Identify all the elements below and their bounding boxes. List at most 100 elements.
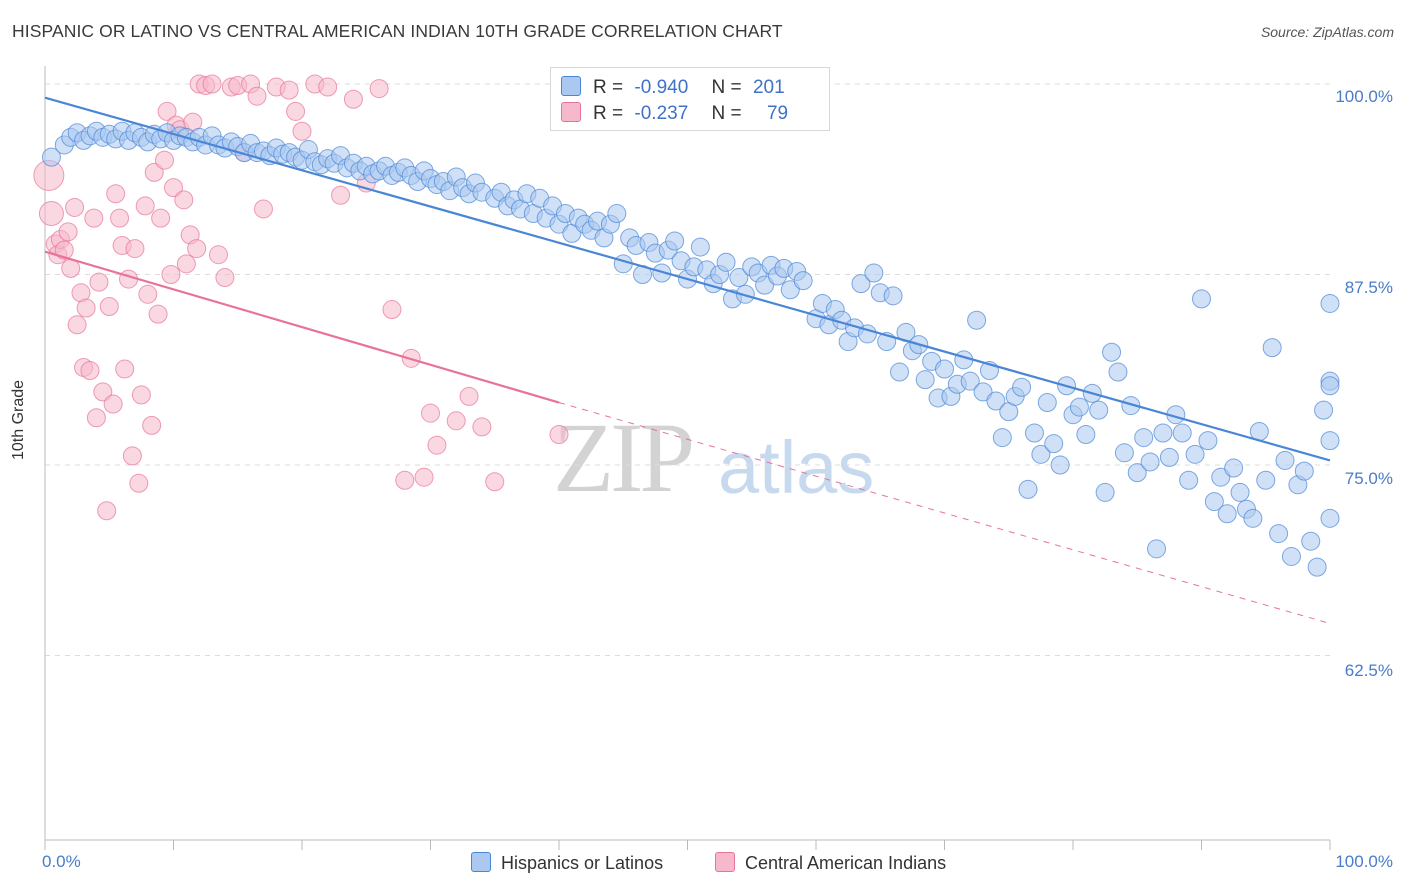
blue-point [1301,531,1321,551]
blue-point [1211,467,1231,487]
blue-point [1127,463,1147,483]
pink-point [446,411,466,431]
blue-point [1102,342,1122,362]
pink-point [427,435,447,455]
pink-point [382,300,402,320]
blue-point [1192,289,1211,309]
blue-point [1320,431,1340,451]
pink-point [187,239,207,259]
blue-point [1269,524,1289,544]
blue-point [1134,428,1154,448]
blue-point [793,271,813,291]
blue-point [1108,362,1128,382]
n-value: 201 [752,77,785,98]
pink-point [164,178,183,198]
blue-point [780,280,800,300]
y-tick-label: 87.5% [1344,278,1393,297]
blue-point [967,310,987,330]
blue-point [1153,423,1173,443]
r-label: R = [593,103,624,124]
pink-point [103,394,123,414]
blue-point [1095,482,1115,502]
blue-point [1262,338,1282,358]
pink-point [65,197,85,217]
pink-point [331,185,351,205]
pink-point [122,446,142,466]
pink-point [115,359,135,379]
pink-point [86,408,106,428]
stats-box: R = -0.940 N = 201 R = -0.237 N = 79 [550,67,830,131]
pink-point [54,240,74,260]
watermark-zip: ZIP [553,402,695,513]
legend-label: Central American Indians [745,853,947,873]
pink-point [472,417,492,437]
grid-lines [45,83,1330,656]
pink-point [279,80,299,100]
y-axis-label: 10th Grade [10,379,27,460]
blue-point [1179,470,1199,490]
pink-point [176,254,196,274]
blue-point [1172,423,1192,443]
stats-row-blue: R = -0.940 N = 201 [561,76,785,100]
blue-point [1198,431,1218,451]
blue-point [665,231,685,251]
blue-point [1076,425,1096,445]
r-label: R = [593,77,624,98]
blue-point [992,428,1012,448]
axes [44,66,1331,850]
pink-point [106,184,126,204]
pink-point [84,208,104,228]
blue-point [1069,397,1089,417]
pink-point [38,201,64,227]
blue-point [1147,539,1167,559]
pink-point [125,239,145,259]
blue-point [890,362,910,382]
pink-point [421,403,440,423]
x-tick-label: 100.0% [1335,852,1393,871]
blue-point [690,237,710,257]
blue-point [1320,293,1340,313]
pink-point [129,473,149,493]
y-tick-label: 100.0% [1335,87,1393,106]
pink-trend-line [44,250,560,404]
pink-point [157,101,177,121]
blue-point [41,147,61,167]
blue-point [1140,452,1160,472]
stats-row-pink: R = -0.237 N = 79 [561,102,788,126]
n-label: N = [711,103,742,124]
pink-point [318,77,338,97]
pink-point [174,190,194,210]
chart-title: HISPANIC OR LATINO VS CENTRAL AMERICAN I… [12,21,783,41]
pink-point [110,208,130,228]
blue-point [1159,447,1179,467]
blue-point [729,268,749,288]
blue-point [1018,479,1038,499]
blue-point [864,263,884,283]
blue-point [1314,400,1334,420]
r-value: -0.940 [634,77,689,98]
blue-point [1031,444,1051,464]
pink-point [58,222,78,242]
pink-series-points [33,74,569,521]
legend-item-pink[interactable]: Central American Indians [715,852,946,874]
pink-point [286,101,306,121]
pink-point [89,272,109,292]
blue-point [1089,400,1109,420]
r-value: -0.237 [634,103,689,124]
pink-point [253,199,273,219]
pink-point [414,467,434,487]
y-tick-label: 62.5% [1344,661,1393,680]
pink-point [343,89,363,109]
pink-point [67,315,87,335]
legend-item-blue[interactable]: Hispanics or Latinos [471,852,663,874]
blue-swatch [561,76,581,96]
pink-point [155,150,175,170]
pink-point [99,297,119,317]
pink-trend-extension [558,402,1331,624]
blue-point [1307,557,1327,577]
watermark-atlas: atlas [718,426,875,509]
blue-point [607,204,627,224]
x-tick-label: 0.0% [42,852,81,871]
pink-point [485,472,505,492]
source-label: Source: ZipAtlas.com [1260,24,1394,40]
